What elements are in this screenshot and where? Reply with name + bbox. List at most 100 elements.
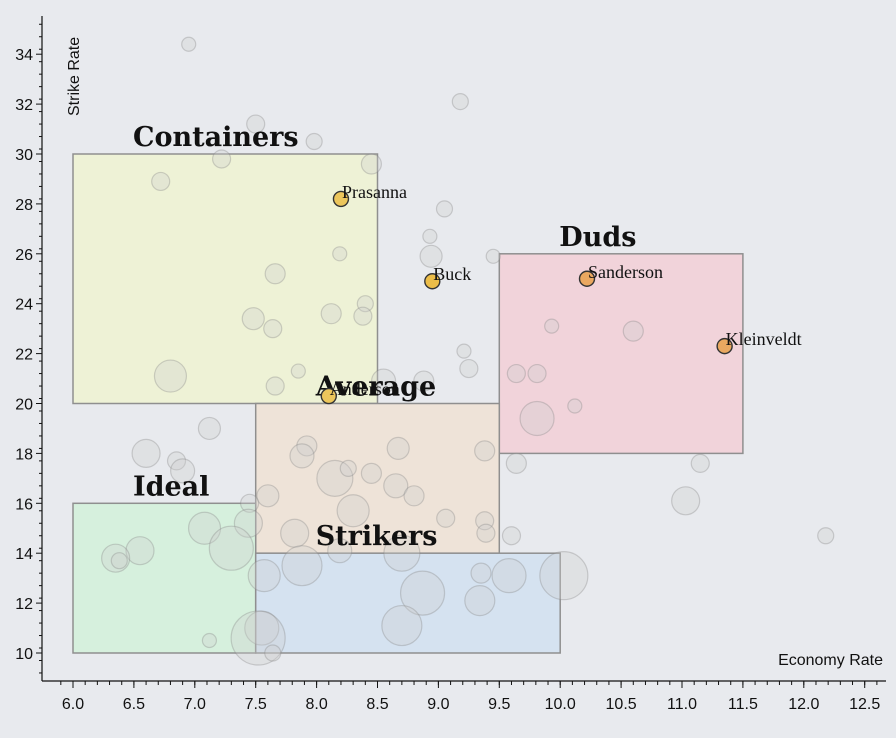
zone-containers-rect xyxy=(72,153,379,405)
player-label-kleinveldt: Kleinveldt xyxy=(726,329,802,349)
player-label-prasanna: Prasanna xyxy=(342,182,407,202)
data-point xyxy=(671,486,701,516)
data-point xyxy=(166,451,187,471)
data-point xyxy=(491,558,527,594)
y-tick-label: 20 xyxy=(15,397,33,414)
data-point xyxy=(336,494,370,528)
data-point xyxy=(265,376,285,396)
zone-strikers-label: Strikers xyxy=(316,521,438,552)
data-point xyxy=(485,248,501,264)
data-point xyxy=(506,363,526,384)
data-point xyxy=(690,453,710,473)
data-point xyxy=(211,149,232,169)
data-point xyxy=(817,527,835,545)
data-point xyxy=(187,511,222,545)
x-tick-label: 11.5 xyxy=(728,696,758,713)
data-point xyxy=(527,363,547,384)
data-point xyxy=(125,536,155,566)
data-point xyxy=(370,368,397,394)
data-point xyxy=(181,36,197,52)
data-point xyxy=(567,398,583,414)
data-point xyxy=(290,363,306,379)
data-point xyxy=(475,511,495,531)
data-point xyxy=(264,644,282,662)
data-point xyxy=(151,171,171,192)
data-point xyxy=(327,538,353,564)
player-point-sanderson[interactable] xyxy=(578,270,596,287)
zones-layer xyxy=(72,153,744,654)
zone-ideal-label: Ideal xyxy=(133,471,209,502)
data-point xyxy=(419,244,443,268)
data-point xyxy=(399,570,446,616)
points-layer xyxy=(101,36,835,666)
data-point xyxy=(339,459,357,477)
highlight-layer: Prasanna Buck Sanderson Kleinveldt Anderson xyxy=(320,182,802,405)
data-point xyxy=(305,132,323,151)
player-point-buck[interactable] xyxy=(424,273,441,290)
data-point xyxy=(208,525,254,571)
player-label-sanderson: Sanderson xyxy=(588,262,663,282)
data-point xyxy=(244,610,280,646)
zone-duds-label: Duds xyxy=(559,222,636,253)
x-tick-label: 7.5 xyxy=(245,696,267,713)
data-point xyxy=(353,306,373,326)
x-tick-label: 8.0 xyxy=(305,696,327,713)
data-point xyxy=(264,263,286,285)
data-point xyxy=(131,438,161,468)
x-tick-label: 6.0 xyxy=(62,696,84,713)
data-point xyxy=(476,523,496,543)
data-point xyxy=(519,400,555,437)
y-tick-label: 30 xyxy=(15,147,33,164)
data-point xyxy=(316,459,354,497)
data-point xyxy=(544,318,560,334)
data-point xyxy=(201,632,218,649)
y-tick-label: 28 xyxy=(15,197,33,214)
data-point xyxy=(280,518,310,548)
player-point-prasanna[interactable] xyxy=(332,190,350,208)
y-tick-label: 12 xyxy=(15,596,33,613)
x-tick-label: 9.0 xyxy=(427,696,449,713)
data-point xyxy=(241,307,265,331)
x-axis-title: Economy Rate xyxy=(778,652,883,669)
x-tick-label: 12.0 xyxy=(788,696,819,713)
data-point xyxy=(240,493,260,513)
y-tick-label: 14 xyxy=(15,546,33,563)
x-tick-label: 10.5 xyxy=(606,696,637,713)
data-point xyxy=(247,559,281,593)
data-point xyxy=(296,435,318,457)
x-tick-label: 10.0 xyxy=(545,696,576,713)
player-label-anderson: Anderson xyxy=(330,379,400,399)
data-point xyxy=(459,358,479,379)
data-point xyxy=(456,343,472,359)
data-point xyxy=(435,200,454,218)
data-point xyxy=(320,303,342,325)
data-point xyxy=(110,552,128,570)
x-tick-label: 9.5 xyxy=(488,696,510,713)
data-point xyxy=(230,610,286,666)
player-point-kleinveldt[interactable] xyxy=(716,337,733,355)
data-point xyxy=(197,416,222,441)
data-point xyxy=(464,585,496,617)
data-point xyxy=(470,562,492,584)
data-point xyxy=(360,153,383,175)
data-point xyxy=(539,551,589,601)
data-point xyxy=(101,543,131,573)
data-point xyxy=(422,228,438,244)
zone-ideal-rect xyxy=(72,502,257,654)
y-tick-label: 16 xyxy=(15,496,33,513)
data-point xyxy=(403,485,425,507)
player-point-anderson[interactable] xyxy=(320,387,337,405)
data-point xyxy=(622,320,644,342)
data-point xyxy=(474,440,496,462)
data-point xyxy=(383,473,409,499)
data-point xyxy=(436,508,456,528)
data-point xyxy=(383,534,421,572)
data-point xyxy=(505,452,527,474)
data-point xyxy=(332,246,348,262)
y-tick-label: 32 xyxy=(15,97,33,114)
y-axis-title: Strike Rate xyxy=(66,37,83,116)
zone-average-rect xyxy=(254,402,501,554)
data-point xyxy=(501,526,522,546)
